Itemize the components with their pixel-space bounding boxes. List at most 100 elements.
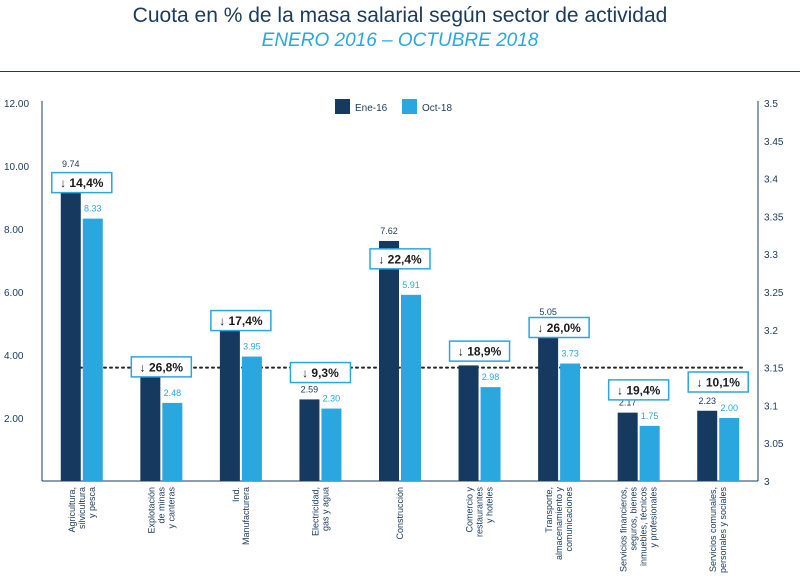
change-box [607,379,670,401]
legend-label-oct18: Oct-18 [422,103,452,114]
bar-oct18 [401,294,421,481]
x-category-label: Servicios financieros,seguros, bienesinm… [619,487,659,573]
chart-title: Cuota en % de la masa salarial según sec… [132,4,668,27]
right-y-tick-label: 3.45 [764,137,784,148]
data-label-ene16: 2.17 [619,398,637,408]
x-category-label: Electricidad,gas y agua [310,487,330,536]
bar-oct18 [480,387,501,481]
right-y-tick-label: 3.4 [764,175,778,186]
change-label: ↓ 14,4% [60,176,104,190]
x-category-label-line: Agricultura, [67,487,77,533]
data-label-oct18: 3.95 [243,342,261,352]
bar-oct18 [82,218,103,482]
legend-swatch-oct18 [402,99,417,114]
change-box [687,371,749,393]
change-label: ↓ 9,3% [302,366,339,380]
x-category-label: Ind.Manufacturera [231,487,251,545]
x-category-label: Transporte,almacenamiento ycomunicacione… [544,487,574,561]
data-label-ene16: 2.23 [698,396,716,406]
x-category-label: Construcción [395,487,405,540]
x-category-label-line: y profesionales [649,487,659,548]
x-category-label-line: y hoteles [485,487,495,524]
right-y-tick-label: 3.15 [764,364,784,375]
bar-ene16 [458,365,479,481]
change-box [289,361,352,384]
x-category-label-line: inmuebles, técnicos [639,487,649,567]
data-label-ene16: 5.05 [539,307,557,317]
x-category-label: Explotaciónde minasy canteras [146,487,176,534]
change-label: ↓ 18,9% [458,345,502,359]
bar-oct18 [560,363,581,481]
x-category-label-line: Servicios financieros, [619,487,629,572]
bar-ene16 [379,240,399,481]
bar-ene16 [140,374,161,481]
x-category-label-line: gas y agua [320,487,330,531]
x-category-label-line: restaurantes [475,487,485,538]
change-box [448,340,511,362]
right-y-tick-label: 3.1 [764,401,778,412]
left-y-tick-label: 10.00 [4,162,29,173]
change-label: ↓ 17,4% [219,314,263,328]
change-box [51,171,113,194]
bar-oct18 [321,408,342,481]
change-box [130,356,193,378]
data-label-oct18: 2.48 [164,388,182,398]
bar-ene16 [697,410,718,481]
bar-oct18 [162,402,183,481]
change-box [528,316,590,339]
x-category-label-line: almacenamiento y [554,487,564,561]
right-y-tick-label: 3.5 [764,99,778,110]
bar-ene16 [538,321,559,481]
change-label: ↓ 26,0% [537,321,581,335]
x-category-label-line: silvicultura [77,487,87,529]
x-category-label-line: Construcción [395,487,405,540]
bar-oct18 [241,356,262,481]
left-y-tick-label: 12.00 [4,99,29,110]
x-category-label-line: personales y sociales [718,487,728,574]
x-category-label-line: y pesca [87,487,97,518]
data-label-oct18: 5.91 [402,280,420,290]
bar-oct18 [719,418,740,481]
data-label-ene16: 9.74 [62,159,80,169]
change-label: ↓ 22,4% [378,252,422,266]
data-label-oct18: 2.98 [482,372,500,382]
data-label-oct18: 2.00 [720,403,738,413]
right-y-tick-label: 3.3 [764,250,778,261]
x-category-label-line: Ind. [231,487,241,502]
x-category-label-line: y canteras [166,487,176,529]
x-category-label-line: de minas [156,487,166,524]
left-y-tick-label: 4.00 [4,351,24,362]
right-y-tick-label: 3.05 [764,439,784,450]
left-y-tick-label: 2.00 [4,414,24,425]
header-divider [0,71,800,72]
x-category-label: Agricultura,silviculturay pesca [67,487,97,533]
data-label-ene16: 2.59 [301,384,319,394]
bar-ene16 [617,412,638,481]
bar-ene16 [60,174,81,481]
x-category-label-line: seguros, bienes [629,487,639,551]
data-label-oct18: 3.73 [561,349,579,359]
data-label-oct18: 1.75 [641,411,659,421]
right-y-tick-label: 3 [764,477,770,488]
x-category-label: Comercio yrestaurantesy hoteles [465,487,495,538]
left-y-tick-label: 6.00 [4,288,24,299]
left-y-tick-label: 8.00 [4,225,24,236]
change-label: ↓ 26,8% [140,360,184,374]
change-label: ↓ 10,1% [697,376,741,390]
right-y-tick-label: 3.35 [764,212,784,223]
right-y-tick-label: 3.25 [764,288,784,299]
chart-subtitle: ENERO 2016 – OCTUBRE 2018 [261,30,539,51]
x-category-label: Servicios comunales,personales y sociale… [708,487,728,574]
change-box [369,248,431,270]
x-category-label-line: comunicaciones [564,487,574,552]
right-y-tick-label: 3.2 [764,326,778,337]
data-label-oct18: 8.33 [84,204,102,214]
x-category-label-line: Explotación [146,487,156,534]
bar-oct18 [639,425,660,481]
x-category-label-line: Transporte, [544,487,554,533]
legend-swatch-ene16 [335,99,350,114]
bar-ene16 [219,330,240,481]
change-label: ↓ 19,4% [617,383,661,397]
data-label-ene16: 7.62 [380,226,398,236]
